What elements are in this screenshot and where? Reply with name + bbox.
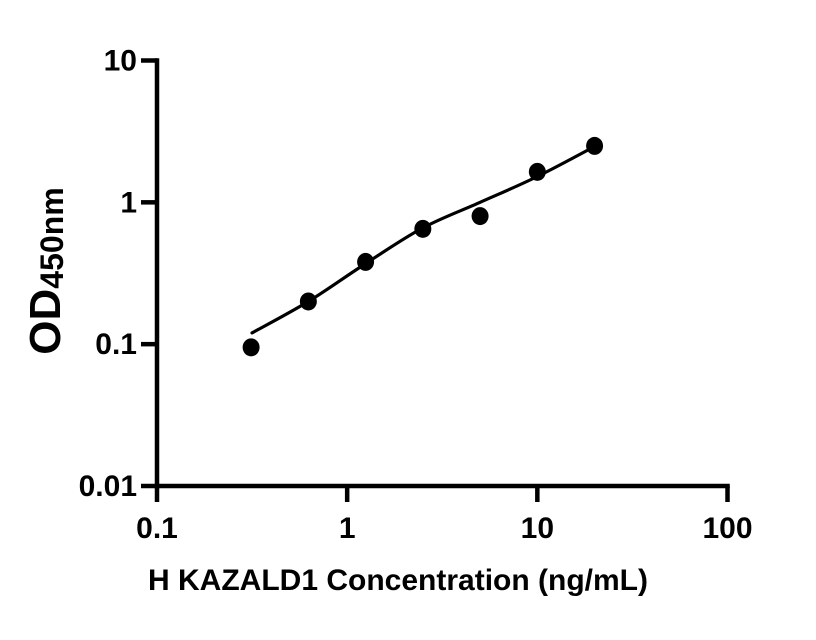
data-point: [528, 162, 546, 181]
y-tick-label: 0.01: [79, 470, 137, 503]
x-tick-label: 0.1: [136, 512, 178, 545]
y-tick-label: 1: [120, 186, 137, 219]
data-point: [586, 136, 604, 155]
x-tick-label: 100: [702, 512, 752, 545]
data-point: [414, 219, 432, 238]
y-axis-title-subscript: 450nm: [34, 187, 70, 289]
y-axis-title: OD450nm: [21, 187, 70, 355]
x-tick-label: 1: [339, 512, 356, 545]
data-point: [471, 207, 489, 226]
data-point: [357, 252, 375, 271]
x-tick-label: 10: [521, 512, 554, 545]
y-axis-title-main: OD: [21, 288, 70, 355]
data-point: [242, 338, 260, 357]
x-axis-title: H KAZALD1 Concentration (ng/mL): [148, 564, 648, 597]
y-tick-label: 0.1: [95, 328, 137, 361]
y-tick-label: 10: [104, 45, 137, 78]
data-point: [299, 292, 317, 311]
